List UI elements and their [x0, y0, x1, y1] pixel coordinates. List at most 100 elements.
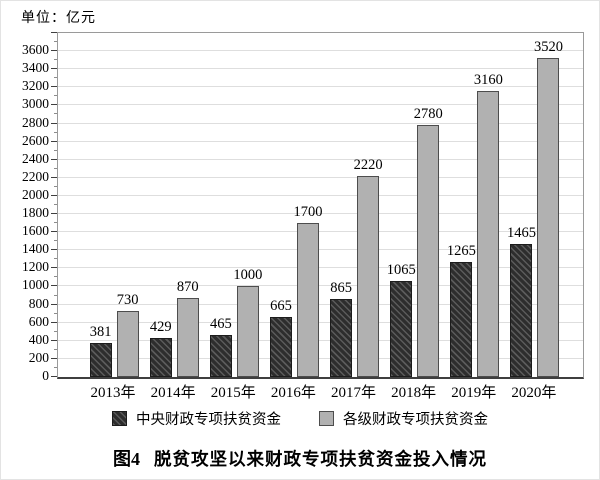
- y-axis-major-tick: [51, 32, 57, 33]
- x-axis-tick-label: 2018年: [391, 385, 437, 401]
- data-label: 3160: [473, 71, 503, 88]
- y-axis-major-tick: [51, 176, 57, 178]
- y-axis-tick-label: 3400: [22, 60, 49, 76]
- y-axis-major-tick: [51, 285, 57, 287]
- legend-label: 中央财政专项扶贫资金: [136, 412, 281, 428]
- y-axis-minor-tick: [54, 41, 57, 43]
- y-axis-tick-label: 1400: [22, 241, 49, 257]
- data-label: 465: [209, 315, 232, 332]
- gridline: [58, 194, 583, 196]
- y-axis-major-tick: [51, 68, 57, 70]
- y-axis-minor-tick: [54, 185, 57, 187]
- y-axis-minor-tick: [54, 240, 57, 242]
- y-axis-minor-tick: [54, 330, 57, 332]
- legend-item-central-funds: 中央财政专项扶贫资金: [112, 408, 281, 429]
- bar-central-2017年: [330, 298, 353, 377]
- y-axis-major-tick: [51, 158, 57, 160]
- y-axis-tick-label: 0: [42, 368, 49, 383]
- y-axis-major-tick: [51, 376, 57, 377]
- data-label: 2780: [413, 106, 443, 123]
- data-label: 870: [176, 279, 199, 296]
- y-axis-minor-tick: [54, 59, 57, 61]
- y-axis-major-tick: [51, 213, 57, 215]
- bar-central-2020年: [510, 244, 533, 377]
- bar-all-levels-2016年: [296, 223, 319, 377]
- y-axis-tick-label: 2600: [22, 132, 49, 148]
- legend-item-all-levels-funds: 各级财政专项扶贫资金: [319, 408, 488, 429]
- y-axis-major-tick: [51, 140, 57, 142]
- data-label: 1065: [386, 261, 416, 278]
- bar-all-levels-2019年: [477, 90, 500, 377]
- y-axis-minor-tick: [54, 131, 57, 133]
- bar-chart-plot-area: 381 730 429 870 465 1000 665 1700 865 2220 1065 278…: [51, 32, 584, 379]
- y-axis-tick-label: 600: [28, 313, 49, 329]
- x-axis-tick-label: 2016年: [270, 385, 316, 401]
- gridline: [58, 285, 583, 287]
- data-label: 1000: [233, 267, 263, 284]
- gridline: [58, 140, 583, 142]
- unit-label: 单位：亿元: [21, 11, 96, 26]
- y-axis-tick-label: 200: [28, 349, 49, 365]
- bar-central-2019年: [450, 262, 473, 377]
- legend-label: 各级财政专项扶贫资金: [343, 412, 488, 428]
- gridline: [58, 231, 583, 233]
- x-axis-tick-label: 2014年: [150, 385, 196, 401]
- x-axis-tick-label: 2017年: [331, 385, 377, 401]
- bar-all-levels-2017年: [357, 176, 380, 377]
- bar-central-2016年: [269, 316, 292, 377]
- y-axis-major-tick: [51, 194, 57, 196]
- y-axis-minor-tick: [54, 366, 57, 368]
- bar-central-2018年: [390, 280, 413, 377]
- gridline: [58, 122, 583, 124]
- y-axis-major-tick: [51, 104, 57, 106]
- y-axis-minor-tick: [54, 258, 57, 260]
- y-axis-major-tick: [51, 267, 57, 269]
- bar-central-2013年: [89, 342, 112, 377]
- gridline: [58, 249, 583, 251]
- gridline: [58, 50, 583, 52]
- gridline: [58, 267, 583, 269]
- data-label: 665: [270, 297, 292, 314]
- x-axis-tick-label: 2013年: [90, 385, 136, 401]
- gridline: [58, 176, 583, 178]
- y-axis-tick-label: 2200: [22, 168, 49, 184]
- figure-number: 图4: [113, 449, 140, 469]
- y-axis-major-tick: [51, 231, 57, 233]
- y-axis-major-tick: [51, 249, 57, 251]
- y-axis-tick-label: 800: [28, 295, 49, 311]
- y-axis-tick-label: 3000: [22, 96, 49, 112]
- bar-all-levels-2013年: [116, 310, 139, 377]
- y-axis-minor-tick: [54, 77, 57, 79]
- y-axis-major-tick: [51, 86, 57, 88]
- y-axis-major-tick: [51, 321, 57, 323]
- y-axis-minor-tick: [54, 222, 57, 224]
- y-axis-minor-tick: [54, 167, 57, 169]
- y-axis-major-tick: [51, 357, 57, 359]
- y-axis-tick-label: 1200: [22, 259, 49, 275]
- data-label: 730: [116, 291, 139, 308]
- bar-all-levels-2020年: [537, 58, 560, 377]
- bar-all-levels-2018年: [417, 125, 440, 377]
- bar-central-2015年: [209, 334, 232, 377]
- y-axis-tick-label: 3200: [22, 78, 49, 94]
- data-label: 381: [89, 323, 112, 340]
- x-axis-tick-label: 2020年: [511, 385, 557, 401]
- data-label: 429: [149, 319, 172, 336]
- y-axis-minor-tick: [54, 312, 57, 314]
- y-axis-tick-label: 3600: [22, 42, 49, 58]
- data-label: 1465: [506, 225, 536, 242]
- gridline: [58, 303, 583, 305]
- data-label: 865: [330, 279, 352, 296]
- x-axis-tick-label: 2019年: [451, 385, 497, 401]
- figure-title: 脱贫攻坚以来财政专项扶贫资金投入情况: [154, 449, 487, 469]
- y-axis-major-tick: [51, 303, 57, 305]
- gridline: [58, 68, 583, 70]
- gridline: [58, 158, 583, 160]
- y-axis-minor-tick: [54, 113, 57, 115]
- gridline: [58, 86, 583, 88]
- gridline: [58, 357, 583, 359]
- y-axis-major-tick: [51, 122, 57, 124]
- legend-swatch-dark-hatched: [112, 411, 127, 426]
- gridline: [58, 321, 583, 323]
